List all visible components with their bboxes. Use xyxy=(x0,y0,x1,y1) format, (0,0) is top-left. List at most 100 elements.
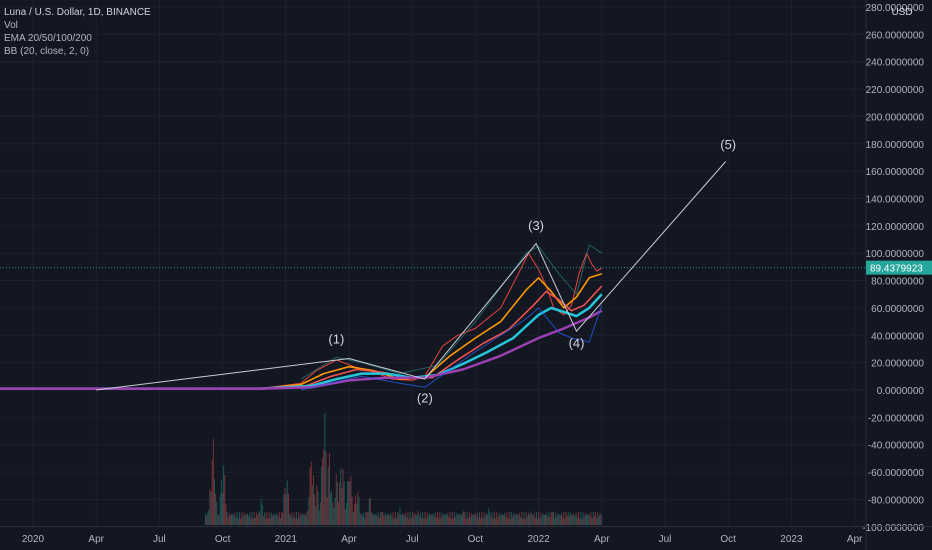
volume-bar xyxy=(516,513,518,525)
volume-bar xyxy=(469,516,471,525)
volume-bar xyxy=(276,513,278,525)
volume-bar xyxy=(312,475,314,525)
volume-bar xyxy=(554,517,556,525)
volume-bar xyxy=(236,512,238,525)
volume-bar xyxy=(328,452,330,525)
indicator-ema[interactable]: EMA 20/50/100/200 xyxy=(4,33,92,44)
volume-bar xyxy=(256,512,258,525)
volume-bar xyxy=(452,518,454,525)
wave-label: (5) xyxy=(720,137,736,152)
y-tick-label: 100.0000000 xyxy=(866,249,925,260)
volume-bar xyxy=(284,488,286,525)
indicator-vol[interactable]: Vol xyxy=(4,20,18,31)
volume-bar xyxy=(287,493,289,525)
volume-bar xyxy=(524,518,526,525)
volume-bar xyxy=(465,518,467,525)
volume-bar xyxy=(266,512,268,525)
volume-bar xyxy=(493,512,495,525)
volume-bar xyxy=(318,510,320,525)
volume-bar xyxy=(553,512,555,525)
volume-bar xyxy=(226,511,228,525)
volume-bar xyxy=(440,517,442,525)
volume-bar xyxy=(394,512,396,525)
volume-bar xyxy=(260,498,262,525)
volume-bar xyxy=(317,491,319,525)
volume-bar xyxy=(363,512,365,525)
volume-bar xyxy=(224,475,226,525)
volume-bar xyxy=(353,504,355,525)
volume-bar xyxy=(580,512,582,525)
volume-bar xyxy=(299,516,301,525)
volume-bar xyxy=(479,512,481,525)
volume-bar xyxy=(385,515,387,525)
y-tick-label: 80.0000000 xyxy=(871,277,924,288)
volume-bar xyxy=(360,513,362,525)
volume-bar xyxy=(413,516,415,525)
volume-bar xyxy=(297,518,299,525)
volume-bar xyxy=(422,512,424,525)
volume-bar xyxy=(368,498,370,525)
volume-bar xyxy=(396,518,398,525)
volume-bar xyxy=(481,512,483,525)
volume-bar xyxy=(334,497,336,525)
volume-bar xyxy=(584,513,586,525)
volume-bar xyxy=(258,510,260,525)
volume-bar xyxy=(340,468,342,525)
volume-bar xyxy=(435,517,437,525)
y-tick-label: 180.0000000 xyxy=(866,140,925,151)
volume-bar xyxy=(300,513,302,525)
volume-bar xyxy=(436,512,438,525)
time-axis[interactable]: 2020 Apr Jul Oct 2021 Apr Jul Oct 2022 Apr Jul Oct 2… xyxy=(0,526,932,546)
volume-bar xyxy=(455,517,457,525)
y-tick-label: 60.0000000 xyxy=(871,304,924,315)
volume-bar xyxy=(497,517,499,525)
price-axis[interactable]: 280.0000000 260.0000000 240.0000000 220.000… xyxy=(862,0,932,550)
volume-bar xyxy=(567,512,569,525)
volume-bar xyxy=(587,514,589,525)
volume-bar xyxy=(477,517,479,525)
volume-bar xyxy=(206,516,208,525)
volume-bar xyxy=(401,514,403,525)
volume-bar xyxy=(237,518,239,525)
volume-bar xyxy=(403,515,405,525)
volume-bar xyxy=(389,515,391,525)
volume-bar xyxy=(484,516,486,525)
volume-bar xyxy=(598,516,600,525)
volume-bar xyxy=(586,514,587,525)
volume-bar xyxy=(309,467,311,525)
volume-bar xyxy=(330,493,332,525)
volume-bar xyxy=(259,513,261,525)
volume-bar xyxy=(537,518,539,525)
volume-bar xyxy=(534,517,536,525)
symbol-title[interactable]: Luna / U.S. Dollar, 1D, BINANCE xyxy=(4,7,151,18)
volume-bar xyxy=(374,514,376,525)
volume-bar xyxy=(596,517,598,525)
y-tick-label: 20.0000000 xyxy=(871,359,924,370)
volume-bar xyxy=(460,515,462,525)
y-tick-label: -60.0000000 xyxy=(868,468,925,479)
volume-bar xyxy=(208,510,210,525)
volume-bar xyxy=(390,513,392,525)
volume-bar xyxy=(531,513,533,525)
volume-bar xyxy=(517,515,519,525)
volume-bar xyxy=(367,512,369,525)
indicator-bb[interactable]: BB (20, close, 2, 0) xyxy=(4,46,90,57)
volume-bar xyxy=(459,513,461,525)
volume-bar xyxy=(261,504,263,525)
volume-bar xyxy=(207,512,209,525)
volume-bar xyxy=(275,515,277,525)
volume-bar xyxy=(356,503,358,525)
volume-bar xyxy=(289,513,291,525)
volume-bar xyxy=(345,502,347,525)
volume-bar xyxy=(540,512,542,525)
volume-bar xyxy=(408,518,410,525)
volume-bar xyxy=(530,511,532,525)
volume-bar xyxy=(599,513,601,525)
series-ema-50 xyxy=(0,285,603,390)
x-tick-label: 2022 xyxy=(527,534,550,545)
volume-bar xyxy=(419,512,421,525)
volume-bar xyxy=(380,512,382,525)
volume-bar xyxy=(572,514,574,525)
volume-bar xyxy=(542,513,544,525)
